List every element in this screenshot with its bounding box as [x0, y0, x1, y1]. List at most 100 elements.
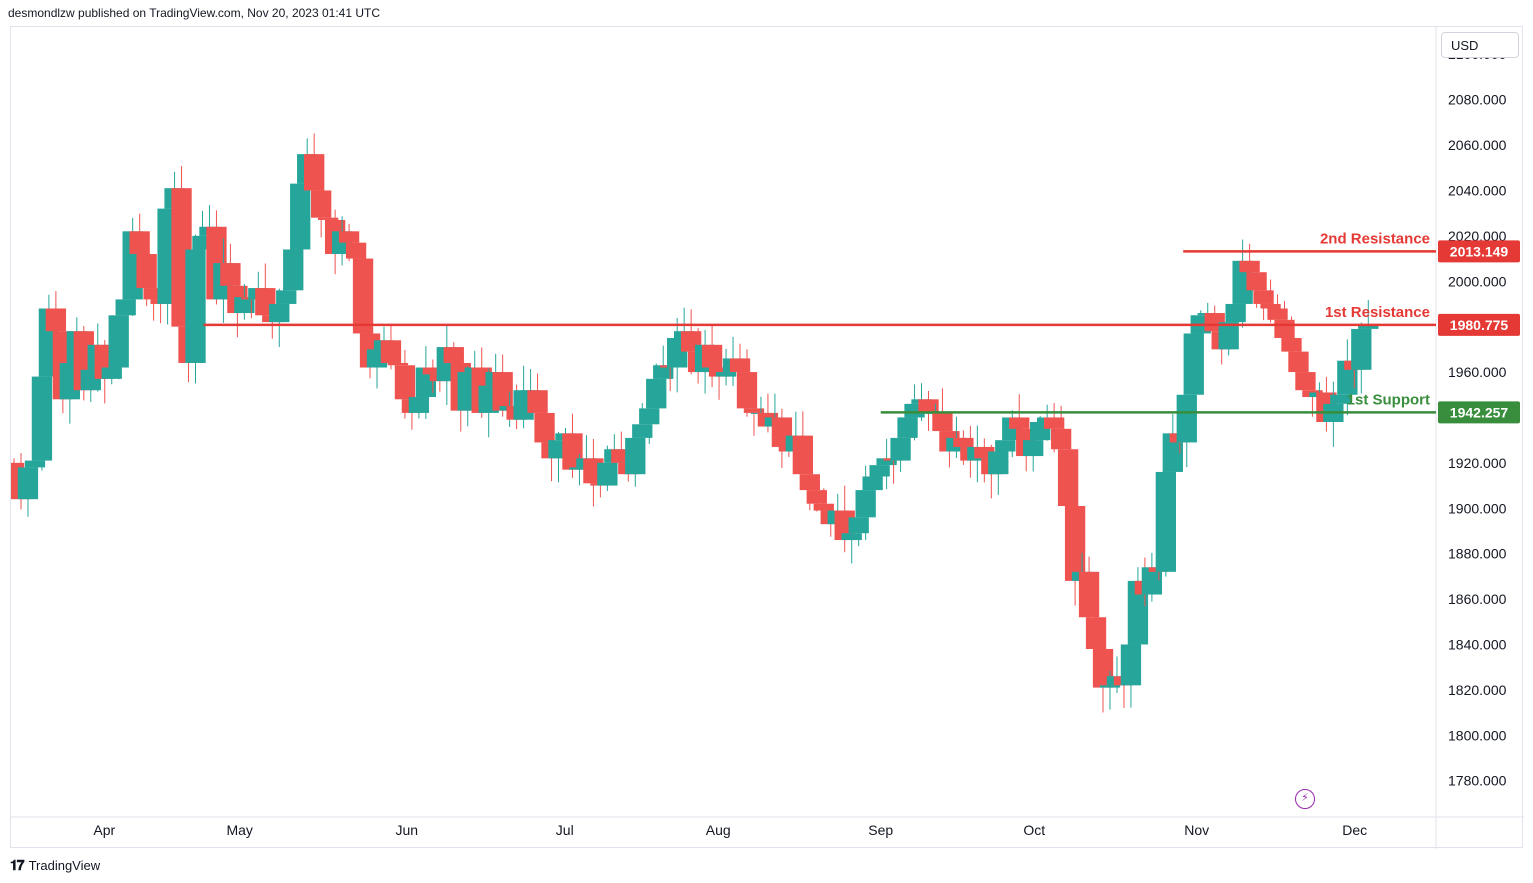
- currency-button[interactable]: USD: [1441, 32, 1519, 58]
- candle-body[interactable]: [1358, 324, 1379, 329]
- candle-body[interactable]: [443, 347, 464, 363]
- candle-body[interactable]: [394, 365, 416, 400]
- y-tick-label: 2020.000: [1448, 228, 1507, 244]
- candle-body[interactable]: [897, 417, 918, 438]
- candle-body[interactable]: [115, 299, 136, 316]
- candle-body[interactable]: [953, 437, 974, 447]
- candle-body[interactable]: [220, 263, 241, 286]
- candle-body[interactable]: [1162, 433, 1183, 472]
- candle-body[interactable]: [492, 372, 513, 411]
- candle-body[interactable]: [143, 288, 164, 300]
- candle-body[interactable]: [1351, 328, 1372, 370]
- candle-body[interactable]: [890, 437, 911, 461]
- candle-body[interactable]: [1155, 471, 1176, 572]
- candle-body[interactable]: [701, 344, 723, 368]
- candle-body[interactable]: [1246, 272, 1267, 291]
- candle-body[interactable]: [24, 460, 46, 468]
- candle-body[interactable]: [283, 249, 304, 291]
- candle-body[interactable]: [101, 367, 122, 379]
- candle-body[interactable]: [31, 376, 53, 461]
- candle-body[interactable]: [569, 467, 590, 470]
- candle-body[interactable]: [1009, 417, 1030, 429]
- candle-body[interactable]: [848, 517, 869, 534]
- candle-body[interactable]: [408, 397, 430, 413]
- candle-body[interactable]: [1127, 580, 1149, 645]
- candle-body[interactable]: [646, 378, 667, 409]
- y-tick-label: 2060.000: [1448, 137, 1507, 153]
- candle-body[interactable]: [317, 217, 339, 220]
- candle-body[interactable]: [736, 372, 758, 409]
- candle-body[interactable]: [129, 231, 150, 255]
- candle-body[interactable]: [918, 399, 939, 413]
- y-tick-label: 1900.000: [1448, 500, 1507, 516]
- candle-body[interactable]: [45, 308, 67, 332]
- candle-body[interactable]: [185, 249, 206, 363]
- candle-body[interactable]: [932, 412, 953, 432]
- chart-frame[interactable]: 1780.000 1800.000 1820.000 1840.000 1860.000…: [10, 26, 1524, 849]
- candle-body[interactable]: [304, 154, 325, 191]
- candle-body[interactable]: [1120, 644, 1142, 686]
- candle-body[interactable]: [1260, 303, 1281, 309]
- x-tick-label: May: [226, 822, 252, 838]
- candle-body[interactable]: [234, 297, 255, 314]
- candle-body[interactable]: [1288, 351, 1309, 373]
- candle-body[interactable]: [876, 458, 897, 466]
- candle-body[interactable]: [1141, 567, 1163, 595]
- candle-body[interactable]: [995, 440, 1016, 452]
- candle-body[interactable]: [1064, 505, 1086, 581]
- candle-body[interactable]: [422, 367, 444, 375]
- candle-body[interactable]: [387, 362, 409, 366]
- candle-body[interactable]: [1225, 303, 1246, 323]
- candle-body[interactable]: [1267, 308, 1288, 320]
- candle-body[interactable]: [597, 462, 618, 486]
- candle-body[interactable]: [338, 231, 360, 243]
- candle-body[interactable]: [527, 390, 548, 413]
- candle-body[interactable]: [1295, 372, 1316, 391]
- candle-body[interactable]: [534, 412, 555, 443]
- candle-body[interactable]: [1050, 428, 1072, 450]
- candle-body[interactable]: [1057, 449, 1079, 506]
- candle-body[interactable]: [974, 446, 995, 459]
- candle-body[interactable]: [311, 190, 332, 218]
- candle-body[interactable]: [1085, 617, 1107, 650]
- candle-body[interactable]: [136, 254, 157, 289]
- candle-body[interactable]: [639, 408, 660, 425]
- candle-body[interactable]: [813, 503, 834, 511]
- candle-body[interactable]: [1176, 394, 1197, 443]
- candle-body[interactable]: [380, 340, 402, 363]
- candle-body[interactable]: [108, 315, 129, 368]
- candle-body[interactable]: [855, 490, 876, 518]
- candle-body[interactable]: [1043, 417, 1065, 429]
- candle-body[interactable]: [17, 467, 39, 500]
- candle-body[interactable]: [1281, 338, 1302, 352]
- candle-body[interactable]: [841, 533, 862, 541]
- candle-body[interactable]: [1023, 440, 1044, 457]
- candle-body[interactable]: [1239, 260, 1260, 273]
- candle-body[interactable]: [743, 408, 765, 413]
- candle-body[interactable]: [352, 258, 374, 334]
- candle-body[interactable]: [269, 303, 290, 323]
- candle-body[interactable]: [625, 437, 646, 475]
- candle-body[interactable]: [792, 435, 813, 475]
- candle-body[interactable]: [1183, 333, 1204, 395]
- candle-body[interactable]: [290, 183, 311, 250]
- candle-body[interactable]: [632, 424, 653, 438]
- price-chart[interactable]: 1780.000 1800.000 1820.000 1840.000 1860.000…: [11, 27, 1524, 849]
- candle-body[interactable]: [1330, 394, 1351, 404]
- candle-body[interactable]: [862, 476, 883, 491]
- candle-body[interactable]: [1218, 322, 1239, 350]
- candle-body[interactable]: [988, 451, 1009, 475]
- candle-body[interactable]: [1253, 290, 1274, 304]
- candle-body[interactable]: [1099, 685, 1121, 688]
- candle-body[interactable]: [653, 365, 674, 379]
- candle-body[interactable]: [1078, 571, 1100, 618]
- lightning-icon[interactable]: ⚡: [1295, 789, 1315, 809]
- tradingview-logo[interactable]: 𝟏𝟕 TradingView: [10, 856, 100, 874]
- candle-body[interactable]: [715, 372, 737, 377]
- candle-body[interactable]: [276, 290, 297, 304]
- candle-body[interactable]: [799, 474, 820, 491]
- candle-body[interactable]: [869, 465, 890, 477]
- candle-body[interactable]: [345, 242, 367, 259]
- candle-body[interactable]: [729, 358, 751, 373]
- candle-body[interactable]: [806, 490, 827, 504]
